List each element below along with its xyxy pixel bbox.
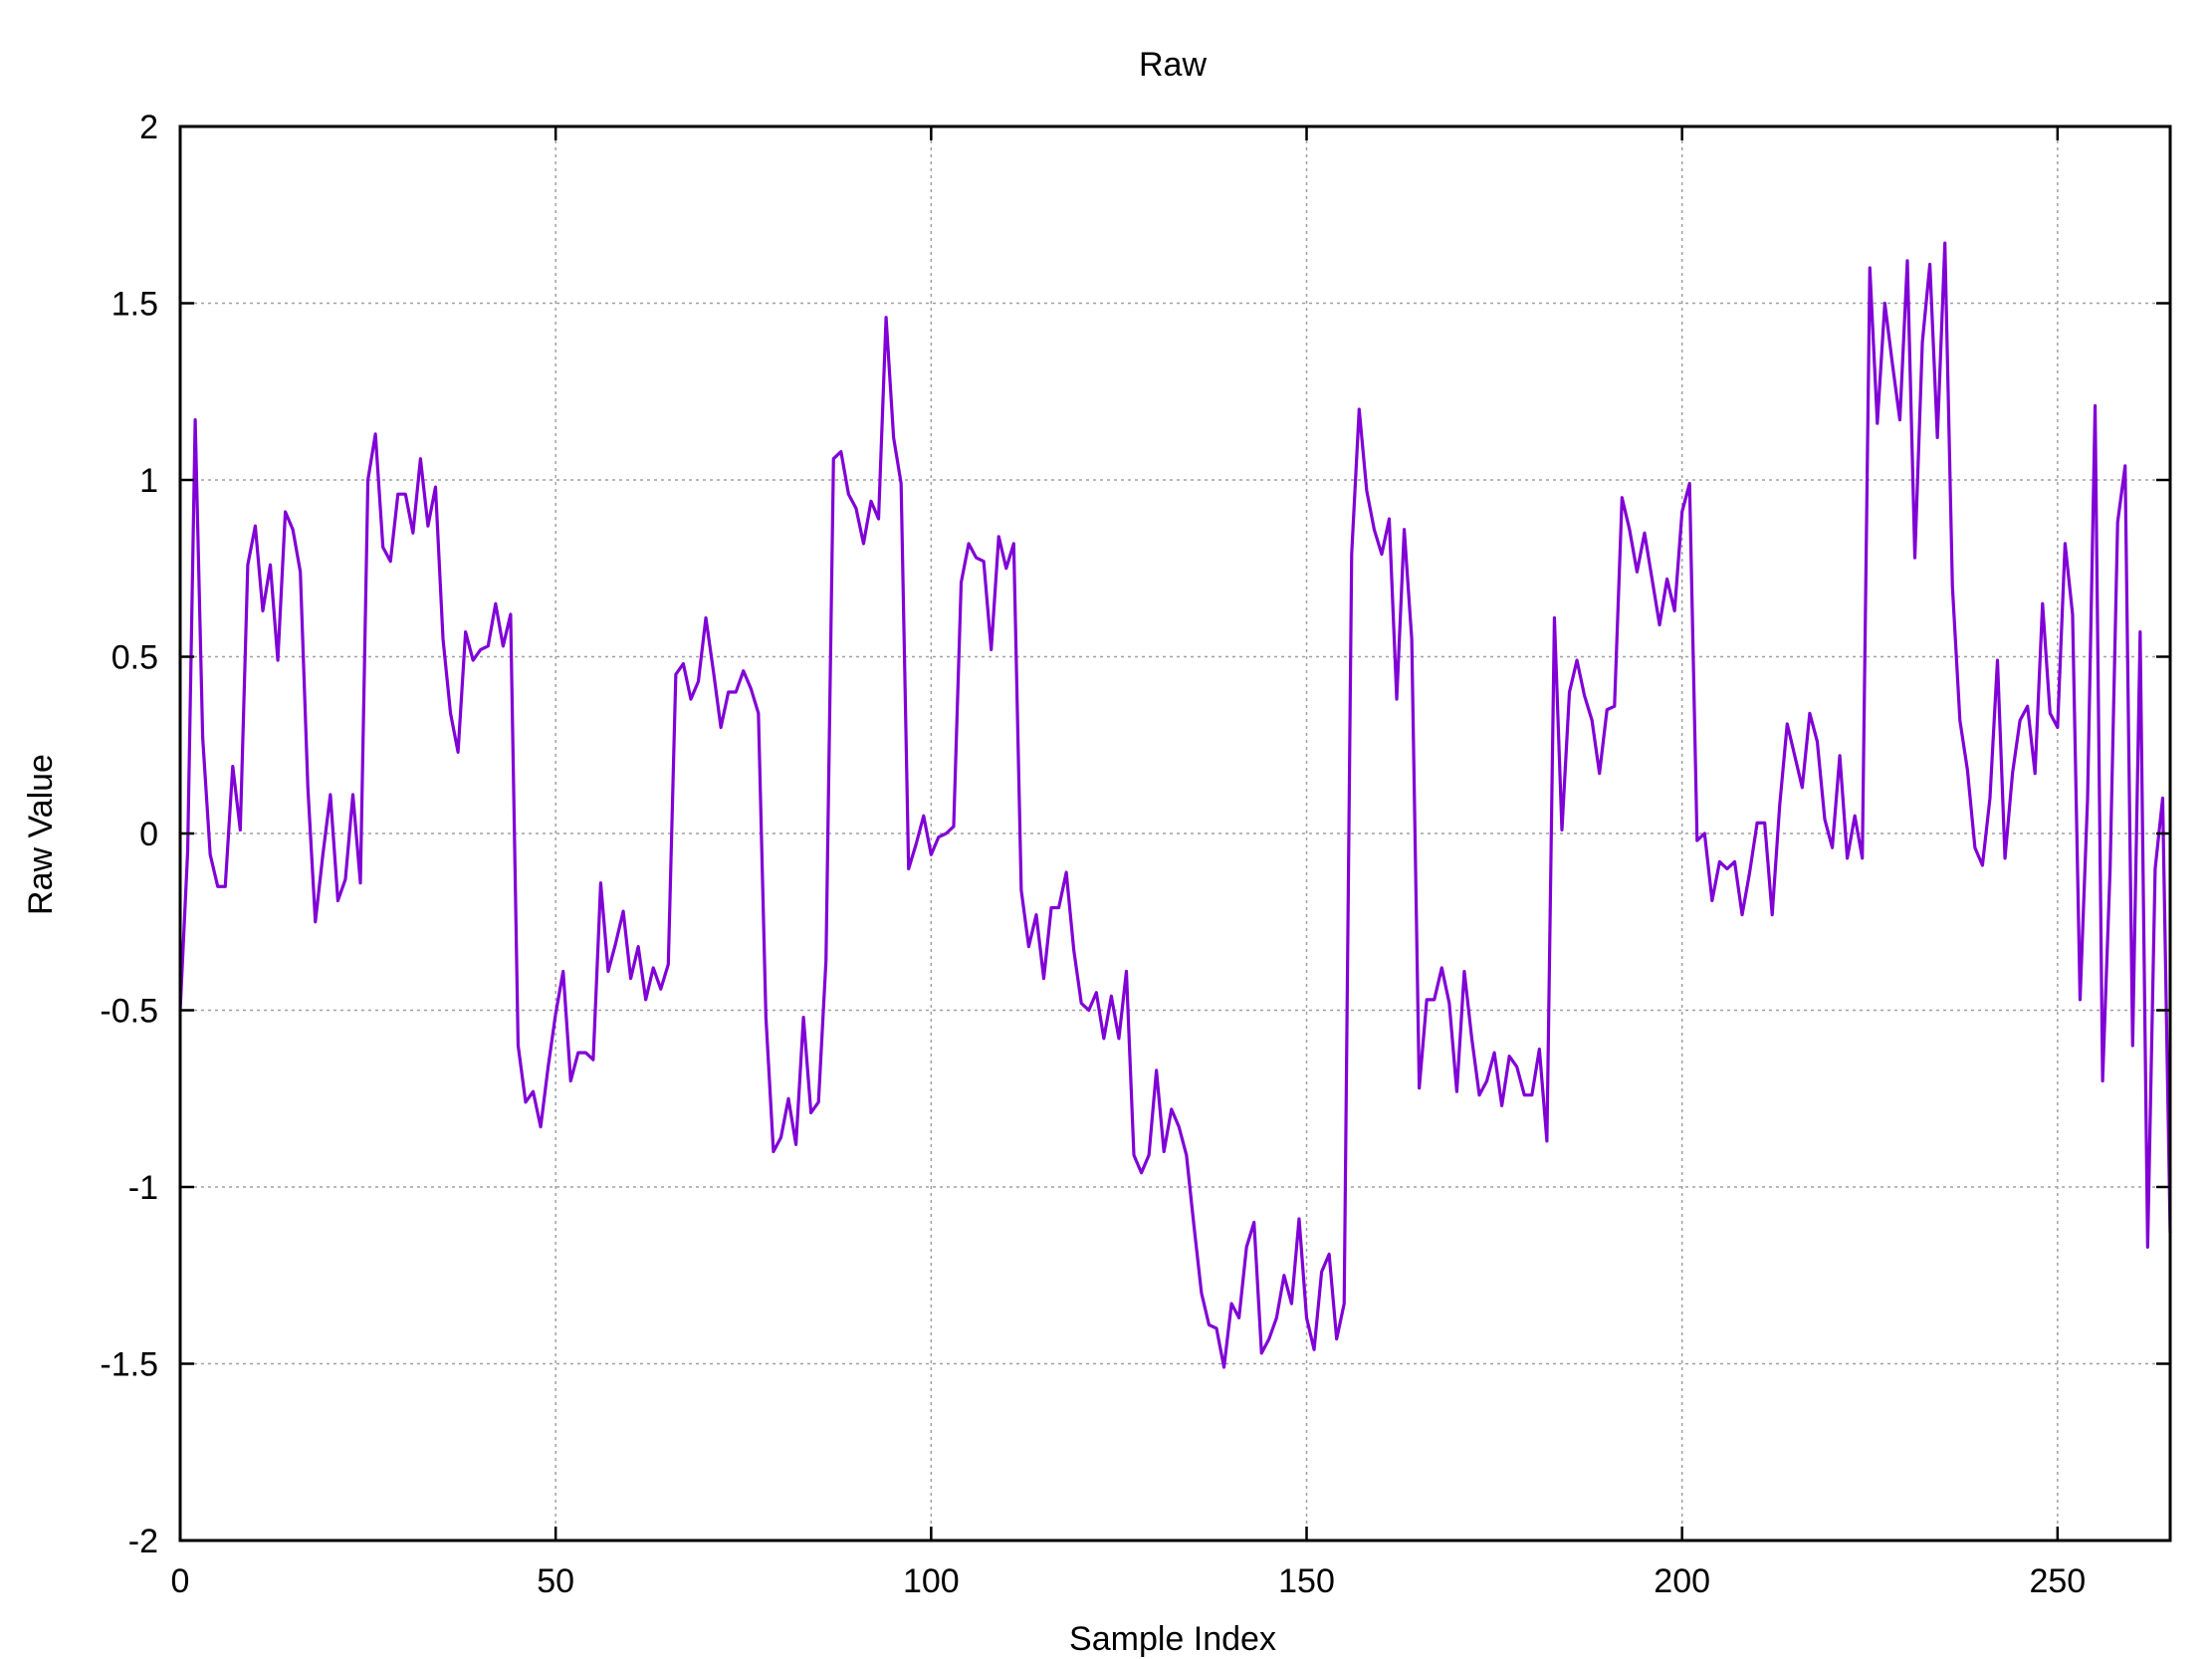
x-tick-label: 150 <box>1278 1562 1335 1600</box>
x-tick-label: 250 <box>2029 1562 2086 1600</box>
y-tick-label: 0 <box>139 816 158 853</box>
y-tick-label: -2 <box>128 1523 158 1560</box>
y-tick-label: -0.5 <box>100 993 158 1031</box>
tick-marks <box>178 124 2170 1542</box>
x-tick-label: 50 <box>537 1562 574 1600</box>
y-tick-label: -1 <box>128 1169 158 1207</box>
y-tick-label: -1.5 <box>100 1346 158 1384</box>
y-tick-label: 2 <box>139 109 158 146</box>
y-tick-label: 1 <box>139 462 158 500</box>
x-tick-label: 0 <box>171 1562 190 1600</box>
x-tick-label: 100 <box>903 1562 960 1600</box>
series-line <box>178 241 2172 1369</box>
x-tick-label: 200 <box>1654 1562 1710 1600</box>
chart-title: Raw <box>1139 46 1207 84</box>
x-tick-labels: 0 50 100 150 200 250 <box>171 1562 2087 1600</box>
y-tick-labels: -2 -1.5 -1 -0.5 0 0.5 1 1.5 2 <box>100 109 158 1560</box>
plot-frame <box>178 124 2172 1542</box>
y-tick-label: 0.5 <box>111 639 158 677</box>
x-axis-label: Sample Index <box>1069 1620 1276 1658</box>
y-tick-label: 1.5 <box>111 286 158 324</box>
y-axis-label: Raw Value <box>22 754 60 915</box>
